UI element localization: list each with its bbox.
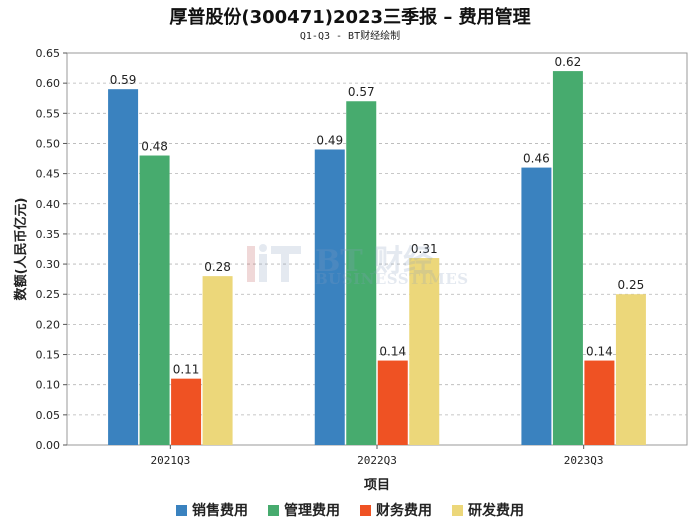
bar-value-label: 0.14	[586, 345, 613, 359]
y-tick-label: 0.65	[36, 47, 61, 60]
bar-value-label: 0.59	[110, 73, 137, 87]
y-tick-label: 0.05	[36, 409, 61, 422]
bar-value-label: 0.46	[523, 152, 550, 166]
legend: 销售费用 管理费用 财务费用 研发费用	[0, 500, 700, 520]
legend-item: 财务费用	[360, 500, 432, 520]
bar-value-label: 0.28	[204, 260, 231, 274]
x-axis-title: 项目	[364, 478, 390, 493]
bar	[552, 71, 583, 445]
bar-value-label: 0.14	[379, 345, 406, 359]
y-tick-label: 0.30	[36, 258, 61, 271]
legend-item: 销售费用	[176, 500, 248, 520]
bar	[584, 360, 615, 445]
y-tick-label: 0.35	[36, 228, 61, 241]
legend-label: 财务费用	[376, 503, 432, 519]
bar-value-label: 0.25	[618, 278, 645, 292]
legend-label: 管理费用	[284, 503, 340, 519]
bar-value-label: 0.62	[555, 55, 582, 69]
legend-swatch	[452, 504, 463, 516]
bar	[108, 89, 139, 445]
bar-value-label: 0.48	[141, 140, 168, 154]
legend-swatch	[176, 504, 187, 516]
x-tick-label: 2023Q3	[564, 454, 604, 467]
y-tick-label: 0.25	[36, 288, 61, 301]
y-tick-label: 0.10	[36, 379, 61, 392]
y-tick-label: 0.60	[36, 77, 61, 90]
legend-label: 销售费用	[192, 503, 248, 519]
bar	[171, 378, 202, 445]
bar	[521, 167, 552, 446]
bar-value-label: 0.11	[173, 363, 200, 377]
legend-label: 研发费用	[468, 503, 524, 519]
bar-value-label: 0.57	[348, 85, 375, 99]
x-tick-label: 2021Q3	[150, 454, 190, 467]
y-tick-label: 0.55	[36, 107, 61, 120]
bar	[346, 101, 377, 445]
y-tick-label: 0.00	[36, 439, 61, 452]
y-tick-label: 0.45	[36, 168, 61, 181]
legend-item: 研发费用	[452, 500, 524, 520]
legend-swatch	[360, 504, 371, 516]
bar-value-label: 0.49	[316, 133, 343, 147]
legend-item: 管理费用	[268, 500, 340, 520]
bar	[615, 294, 646, 445]
chart-subtitle: Q1-Q3 - BT财经绘制	[299, 31, 401, 42]
bar	[139, 155, 170, 445]
chart-title: 厚普股份(300471)2023三季报 – 费用管理	[169, 7, 531, 28]
bar	[314, 149, 345, 445]
y-tick-label: 0.15	[36, 349, 61, 362]
y-tick-label: 0.40	[36, 198, 61, 211]
x-tick-label: 2022Q3	[357, 454, 397, 467]
plot-area	[66, 52, 688, 446]
y-tick-label: 0.50	[36, 137, 61, 150]
y-tick-label: 0.20	[36, 318, 61, 331]
y-axis-title: 数额(人民币亿元)	[13, 198, 29, 301]
bar	[202, 276, 233, 445]
bar-value-label: 0.31	[411, 242, 438, 256]
legend-swatch	[268, 504, 279, 516]
bar	[377, 360, 408, 445]
bar	[409, 258, 440, 445]
